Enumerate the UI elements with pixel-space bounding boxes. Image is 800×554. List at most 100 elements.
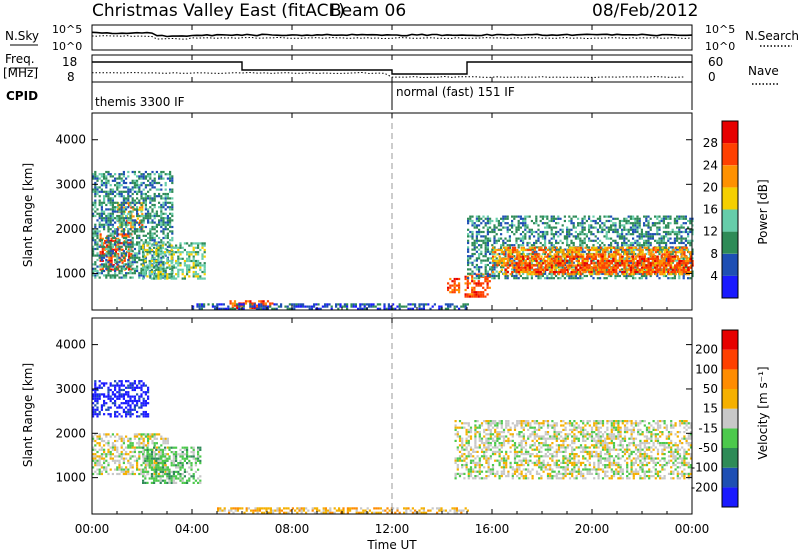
echo-cell (151, 184, 154, 187)
echo-cell (640, 268, 644, 271)
echo-cell (466, 280, 469, 283)
echo-cell (571, 253, 574, 256)
echo-cell (550, 241, 553, 245)
echo-cell (122, 388, 125, 392)
echo-cell (507, 255, 510, 258)
echo-cell (603, 262, 606, 265)
echo-cell (131, 221, 134, 224)
echo-cell (668, 273, 671, 276)
echo-cell (275, 303, 278, 306)
echo-cell (181, 270, 184, 274)
echo-cell (538, 264, 541, 267)
echo-cell (109, 219, 112, 222)
echo-cell (689, 239, 692, 242)
echo-cell (100, 188, 103, 191)
echo-cell (665, 253, 668, 256)
echo-cell (118, 181, 121, 185)
echo-cell (116, 245, 119, 248)
echo-cell (605, 230, 608, 234)
echo-cell (552, 235, 555, 238)
echo-cell (136, 190, 139, 193)
echo-cell (540, 262, 543, 265)
echo-cell (192, 255, 195, 258)
echo-cell (643, 241, 646, 245)
echo-cell (613, 246, 616, 249)
echo-cell (352, 305, 355, 308)
echo-cell (667, 230, 670, 234)
echo-cell (122, 393, 125, 396)
echo-cell (136, 384, 139, 387)
echo-cell (166, 195, 169, 198)
echo-cell (616, 262, 619, 265)
echo-cell (590, 230, 593, 234)
echo-cell (581, 230, 584, 234)
echo-cell (94, 184, 97, 187)
echo-cell (647, 224, 650, 227)
echo-cell (665, 230, 668, 234)
echo-cell (500, 244, 503, 247)
echo-cell (478, 233, 481, 236)
echo-cell (218, 307, 221, 310)
echo-cell (579, 266, 582, 269)
echo-cell (690, 253, 693, 256)
echo-cell (467, 250, 470, 253)
echo-cell (147, 184, 150, 187)
echo-cell (601, 230, 604, 234)
echo-cell (118, 221, 121, 224)
echo-cell (405, 305, 408, 308)
echo-cell (513, 255, 516, 258)
echo-cell (563, 272, 566, 275)
echo-cell (497, 224, 500, 227)
echo-cell (293, 303, 296, 306)
echo-cell (566, 260, 569, 263)
echo-cell (480, 246, 483, 249)
echo-cell (111, 208, 114, 211)
echo-cell (94, 181, 97, 185)
echo-cell (684, 222, 687, 225)
echo-cell (118, 195, 121, 198)
echo-cell (577, 233, 580, 236)
echo-cell (471, 224, 474, 227)
echo-cell (125, 197, 128, 200)
echo-cell (680, 255, 683, 258)
echo-cell (111, 188, 114, 191)
echo-cell (682, 237, 685, 240)
echo-cell (559, 260, 562, 263)
echo-cell (599, 217, 602, 220)
echo-cell (524, 260, 527, 263)
echo-cell (96, 186, 99, 189)
echo-cell (477, 273, 480, 276)
echo-cell (574, 271, 578, 274)
echo-cell (169, 179, 172, 182)
echo-cell (602, 251, 605, 254)
echo-cell (662, 235, 665, 238)
echo-cell (507, 257, 510, 260)
echo-cell (140, 245, 143, 248)
echo-cell (493, 252, 496, 256)
echo-cell (504, 264, 507, 267)
echo-cell (647, 235, 650, 238)
echo-cell (515, 262, 518, 265)
echo-cell (162, 203, 165, 207)
echo-cell (159, 275, 162, 278)
echo-cell (105, 276, 108, 279)
echo-cell (169, 225, 172, 229)
echo-cell (475, 295, 478, 298)
echo-cell (502, 215, 505, 218)
echo-cell (98, 217, 101, 220)
echo-cell (103, 468, 106, 471)
echo-cell (125, 252, 128, 255)
echo-cell (119, 259, 122, 262)
echo-cell (632, 241, 635, 245)
echo-cell (645, 235, 648, 238)
echo-cell (149, 184, 152, 187)
echo-cell (482, 255, 485, 258)
echo-cell (607, 228, 610, 231)
echo-cell (94, 186, 97, 189)
echo-cell (131, 206, 134, 209)
echo-cell (581, 268, 584, 271)
echo-cell (599, 215, 602, 218)
echo-cell (535, 274, 538, 278)
echo-cell (264, 302, 267, 305)
echo-cell (643, 233, 646, 236)
